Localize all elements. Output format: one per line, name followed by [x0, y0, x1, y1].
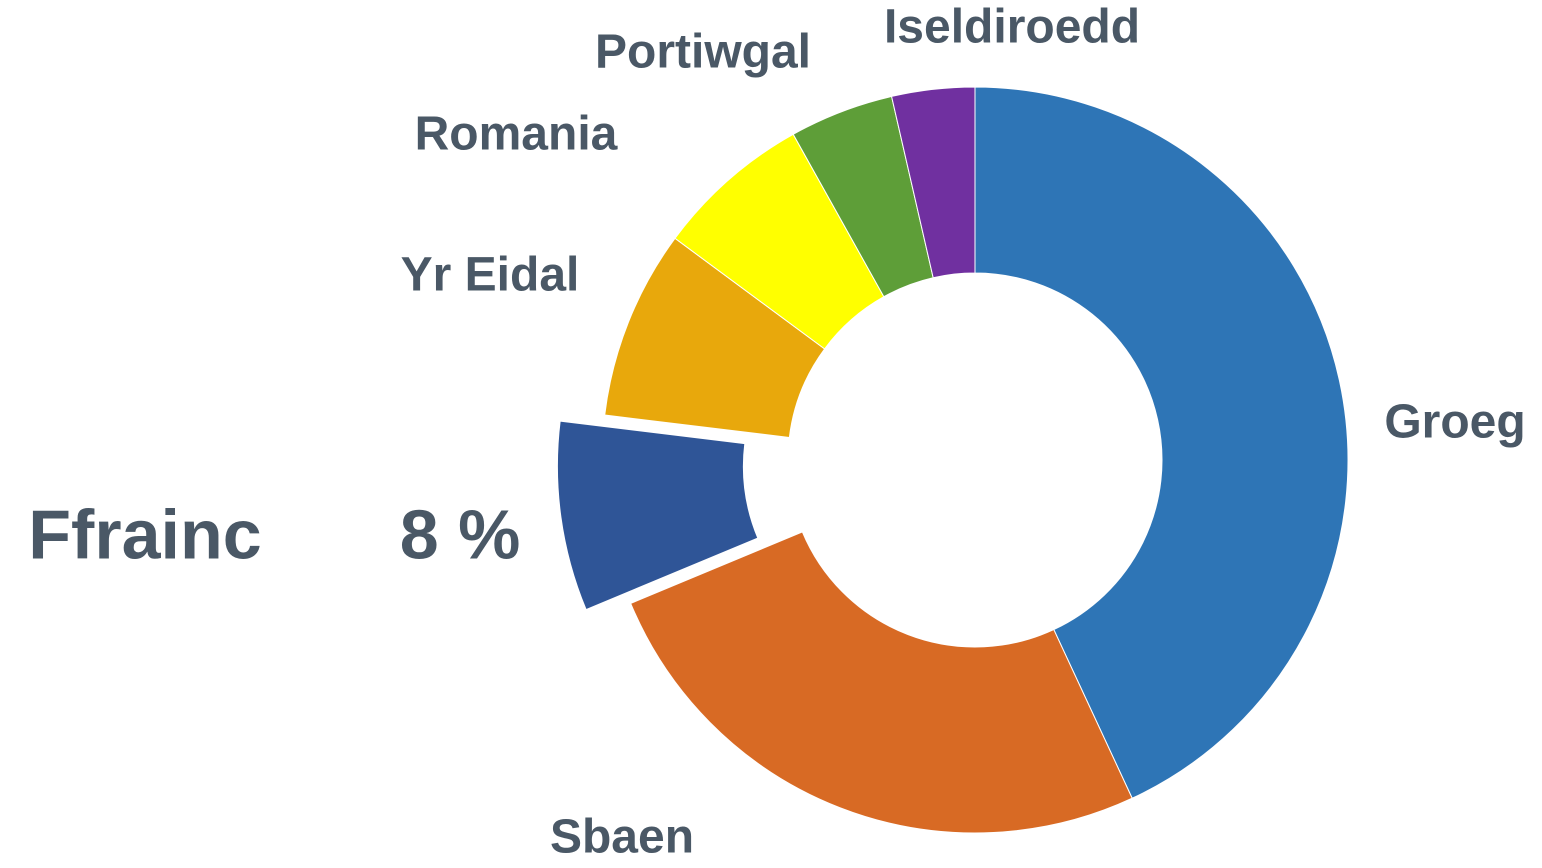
donut-slice [974, 86, 1349, 799]
donut-slice [890, 86, 976, 279]
slice-label: Portiwgal [595, 26, 811, 79]
slice-label: Romania [415, 108, 618, 161]
slice-label: Sbaen [550, 811, 694, 864]
slice-label: Ffrainc [28, 495, 261, 573]
donut-slice [556, 420, 759, 611]
slice-label: Yr Eidal [401, 249, 580, 302]
donut-slice [630, 531, 1133, 834]
slice-label: Groeg [1384, 396, 1525, 449]
value-label: 8 % [400, 495, 521, 573]
slice-label: Iseldiroedd [884, 1, 1140, 54]
